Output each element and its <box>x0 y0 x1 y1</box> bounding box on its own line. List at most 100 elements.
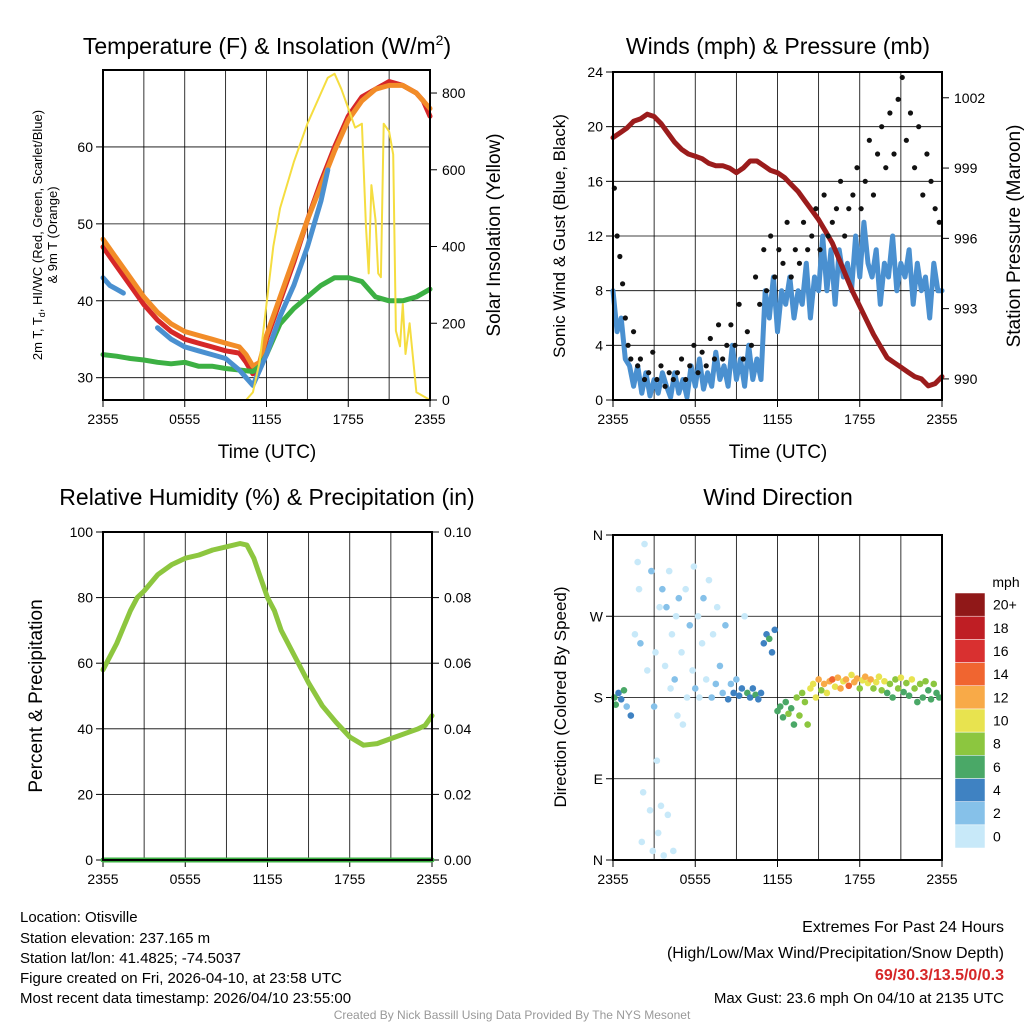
gust-point <box>678 356 685 362</box>
solar-insolation-line <box>102 72 431 401</box>
y-tick-label: 16 <box>587 173 603 189</box>
gust-point <box>724 342 730 348</box>
wind-direction-point <box>656 603 663 611</box>
wind-direction-point <box>682 585 689 593</box>
colorbar-label: 10 <box>993 713 1009 729</box>
gust-point <box>662 383 668 389</box>
wind-direction-point <box>870 685 877 692</box>
wind-direction-point <box>678 649 685 656</box>
wind-direction-point <box>914 698 921 706</box>
wind-direction-point <box>659 585 666 593</box>
x-tick-label: 0555 <box>170 871 201 887</box>
colorbar-swatch <box>954 662 986 686</box>
wind-direction-point <box>790 721 798 728</box>
y2-tick-label: 0.10 <box>444 524 471 540</box>
x-tick-label: 1755 <box>334 871 365 887</box>
gust-point <box>895 96 901 102</box>
rh-chart-title: Relative Humidity (%) & Precipitation (i… <box>59 484 474 510</box>
wind-direction-point <box>875 673 883 681</box>
gust-point <box>862 178 868 184</box>
wind-direction-point <box>916 680 924 688</box>
colorbar-swatch <box>954 615 986 640</box>
gust-point <box>732 342 738 348</box>
y-tick-label: 80 <box>77 590 93 606</box>
wind-direction-point <box>672 612 680 620</box>
wind-y-axis-label: Sonic Wind & Gust (Blue, Black) <box>550 114 569 358</box>
y2-tick-label: 0.06 <box>444 655 471 671</box>
gust-point <box>936 219 942 225</box>
winds-x-axis-label: Time (UTC) <box>729 442 828 463</box>
wind-direction-point <box>886 680 894 688</box>
location-text: Location: Otisville <box>20 909 138 926</box>
wind-direction-point <box>820 680 828 688</box>
heat-index-wind-chill-line <box>155 167 331 388</box>
y-tick-label: W <box>590 608 604 624</box>
gust-point <box>617 253 623 260</box>
temp-y-axis-label-line1: 2m T, Td, HI/WC (Red, Green, Scarlet/Blu… <box>30 110 47 360</box>
wind-direction-point <box>634 558 641 566</box>
gust-point <box>752 274 759 280</box>
gust-point <box>744 329 750 335</box>
wind-direction-point <box>735 692 743 699</box>
wind-direction-point <box>935 694 943 701</box>
wind-direction-point <box>627 712 635 719</box>
y-tick-label: E <box>594 771 603 787</box>
y2-tick-label: 600 <box>442 162 466 178</box>
x-tick-label: 2355 <box>926 411 957 427</box>
gust-point <box>654 376 660 383</box>
gust-point <box>920 192 926 198</box>
wind-direction-point <box>733 676 740 683</box>
wind-direction-point <box>668 631 676 638</box>
wind-direction-point <box>878 686 885 694</box>
gust-point <box>879 124 885 130</box>
wind-direction-point <box>612 701 620 709</box>
gust-point <box>650 349 656 355</box>
y-tick-label: 8 <box>595 283 603 299</box>
wind-direction-point <box>782 698 790 706</box>
gust-point <box>842 233 848 239</box>
wind-direction-point <box>765 635 773 643</box>
wind-direction-point <box>749 685 757 692</box>
gust-point <box>728 322 734 328</box>
gust-point <box>813 206 819 212</box>
x-tick-label: 1755 <box>844 411 875 427</box>
wind-direction-point <box>686 621 694 629</box>
wind-direction-point <box>730 689 737 697</box>
colorbar-title: mph <box>992 574 1019 590</box>
gust-point <box>928 178 934 184</box>
gust-point <box>695 370 701 376</box>
wind-direction-point <box>903 679 910 687</box>
wind-direction-point <box>785 710 792 718</box>
plot-frame <box>612 71 943 401</box>
x-tick-label: 2355 <box>597 411 628 427</box>
wind-direction-point <box>657 802 665 810</box>
wind-direction-point <box>691 685 699 692</box>
colorbar-swatch <box>954 639 986 663</box>
wind-direction-point <box>639 788 647 796</box>
y2-tick-label: 993 <box>954 301 978 317</box>
wind-direction-point <box>853 675 861 682</box>
wind-direction-point <box>922 677 929 685</box>
wind-direction-point <box>881 677 888 685</box>
wind-direction-point <box>911 685 918 692</box>
y-tick-label: 40 <box>77 293 93 309</box>
wind-direction-point <box>637 640 644 647</box>
wind-direction-point <box>757 689 765 697</box>
y-tick-label: 50 <box>77 216 93 232</box>
gust-point <box>772 274 778 280</box>
wind-direction-point <box>705 576 713 584</box>
x-tick-label: 0555 <box>169 411 200 427</box>
chart-panel-1: 0 4 8 12 16 20 24 990 993 996 999 1002 2355 0555 1155 1… <box>587 64 985 427</box>
y2-tick-label: 0.04 <box>444 721 471 737</box>
gust-point <box>720 356 726 362</box>
wind-direction-point <box>924 686 932 694</box>
wind-direction-point <box>883 689 891 697</box>
y2-tick-label: 800 <box>442 85 466 101</box>
wind-direction-point <box>665 567 673 575</box>
plot-frame <box>102 69 431 401</box>
gust-point <box>903 137 909 143</box>
wind-direction-point <box>712 680 720 688</box>
gust-point <box>916 124 922 130</box>
